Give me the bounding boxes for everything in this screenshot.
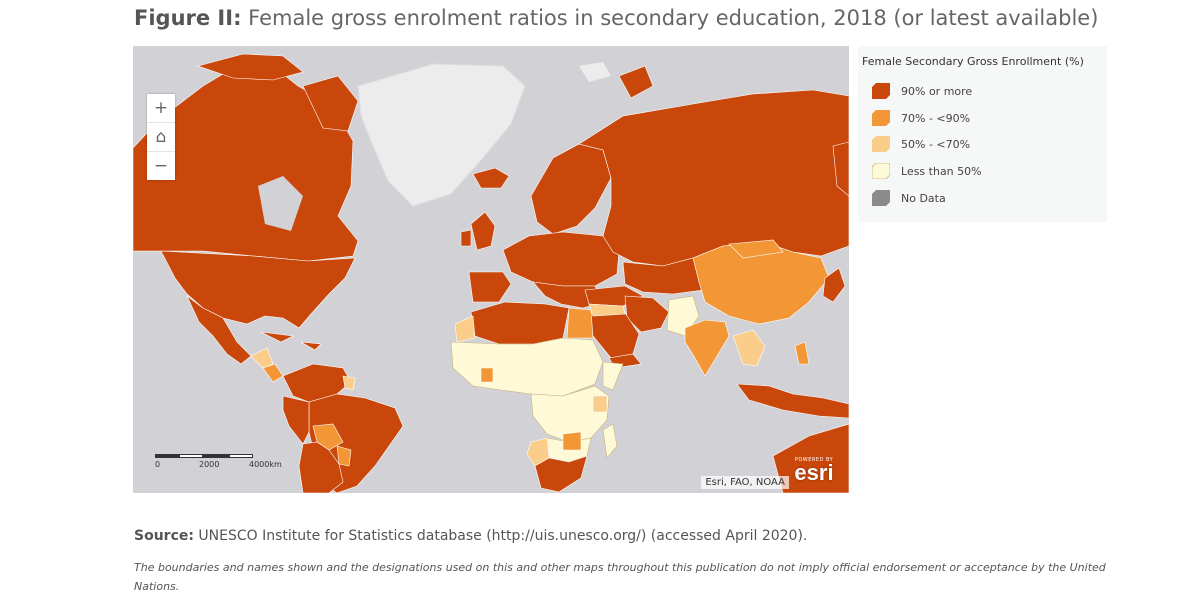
- legend-item-no-data: No Data: [872, 189, 946, 207]
- central-america-south[interactable]: [262, 363, 284, 383]
- source-text: UNESCO Institute for Statistics database…: [198, 528, 808, 544]
- western-europe[interactable]: [502, 231, 620, 287]
- legend-item-70-90: 70% - <90%: [872, 109, 970, 127]
- powered-by-text: POWERED BY: [794, 457, 834, 463]
- hudson-bay: [258, 176, 303, 231]
- north-africa[interactable]: [470, 301, 570, 345]
- philippines[interactable]: [794, 341, 810, 365]
- novaya-zemlya[interactable]: [618, 65, 654, 99]
- mongolia[interactable]: [728, 239, 784, 259]
- bolivia[interactable]: [312, 423, 344, 451]
- hispaniola[interactable]: [300, 341, 322, 351]
- map-attribution: Esri, FAO, NOAA: [701, 476, 789, 489]
- home-button[interactable]: ⌂: [147, 123, 175, 152]
- cuba[interactable]: [260, 331, 295, 343]
- scale-tick-0: 0: [155, 460, 161, 469]
- central-america[interactable]: [250, 347, 274, 369]
- greenland: [357, 63, 526, 207]
- paraguay[interactable]: [336, 445, 352, 467]
- ireland[interactable]: [460, 229, 472, 247]
- southeast-asia[interactable]: [732, 329, 766, 367]
- central-africa[interactable]: [530, 385, 610, 443]
- legend-label: 70% - <90%: [901, 111, 971, 125]
- scandinavia[interactable]: [530, 143, 612, 235]
- legend-label: Less than 50%: [901, 164, 982, 178]
- map-view[interactable]: + ⌂ − 0 2000 4000km Esri, FAO, NOAA POWE…: [133, 46, 849, 493]
- source-note: Source: UNESCO Institute for Statistics …: [134, 528, 807, 544]
- japan[interactable]: [822, 267, 846, 303]
- legend-swatch-icon: [872, 163, 890, 179]
- legend-swatch-icon: [872, 110, 890, 126]
- legend-item-50-70: 50% - <70%: [872, 135, 970, 153]
- western-sahara[interactable]: [454, 315, 476, 343]
- legend-item-less-than-50: Less than 50%: [872, 162, 982, 180]
- peru-ecuador[interactable]: [282, 395, 310, 445]
- scale-tick-4000: 4000km: [249, 460, 282, 469]
- kamchatka[interactable]: [832, 141, 849, 197]
- source-label: Source:: [134, 528, 194, 544]
- figure-title-text: Female gross enrolment ratios in seconda…: [248, 6, 1099, 30]
- arctic-islands: [579, 62, 611, 82]
- zimbabwe-area[interactable]: [562, 431, 582, 451]
- baffin-island[interactable]: [302, 75, 359, 132]
- chile-argentina[interactable]: [298, 441, 344, 493]
- egypt[interactable]: [566, 307, 594, 339]
- world-map[interactable]: [133, 46, 849, 493]
- legend-item-90-or-more: 90% or more: [872, 82, 972, 100]
- south-africa[interactable]: [534, 455, 588, 493]
- zoom-out-button[interactable]: −: [153, 156, 169, 176]
- esri-logo[interactable]: POWERED BY esri: [787, 455, 841, 487]
- sahel-west-africa[interactable]: [450, 337, 604, 397]
- somalia[interactable]: [602, 361, 624, 391]
- india[interactable]: [684, 319, 730, 377]
- legend-label: No Data: [901, 191, 946, 205]
- scale-tick-2000: 2000: [199, 460, 220, 469]
- uk-ireland[interactable]: [470, 211, 496, 251]
- usa[interactable]: [160, 250, 356, 329]
- madagascar[interactable]: [602, 423, 618, 459]
- guyana-area[interactable]: [342, 375, 356, 391]
- russia[interactable]: [578, 89, 849, 267]
- scale-bar: 0 2000 4000km: [155, 450, 295, 470]
- zoom-in-button[interactable]: +: [147, 94, 175, 123]
- ghana[interactable]: [480, 367, 494, 383]
- arctic-archipelago[interactable]: [196, 53, 304, 81]
- kenya-area[interactable]: [592, 395, 608, 413]
- esri-brand: esri: [794, 460, 834, 485]
- iraq-syria[interactable]: [588, 303, 626, 317]
- legend-label: 90% or more: [901, 84, 973, 98]
- iberia[interactable]: [468, 271, 512, 303]
- mexico[interactable]: [186, 295, 252, 365]
- legend-title: Female Secondary Gross Enrollment (%): [862, 55, 1084, 68]
- zoom-controls: + ⌂ −: [147, 94, 175, 180]
- iceland[interactable]: [472, 167, 510, 189]
- disclaimer-note: The boundaries and names shown and the d…: [134, 561, 1106, 593]
- map-legend: Female Secondary Gross Enrollment (%) 90…: [858, 46, 1107, 222]
- legend-swatch-icon: [872, 83, 890, 99]
- indonesia[interactable]: [736, 383, 849, 419]
- legend-swatch-icon: [872, 136, 890, 152]
- legend-label: 50% - <70%: [901, 137, 971, 151]
- legend-swatch-icon: [872, 190, 890, 206]
- figure-label: Figure II:: [134, 6, 242, 30]
- figure-title: Figure II: Female gross enrolment ratios…: [134, 6, 1098, 30]
- colombia-venezuela[interactable]: [282, 363, 352, 403]
